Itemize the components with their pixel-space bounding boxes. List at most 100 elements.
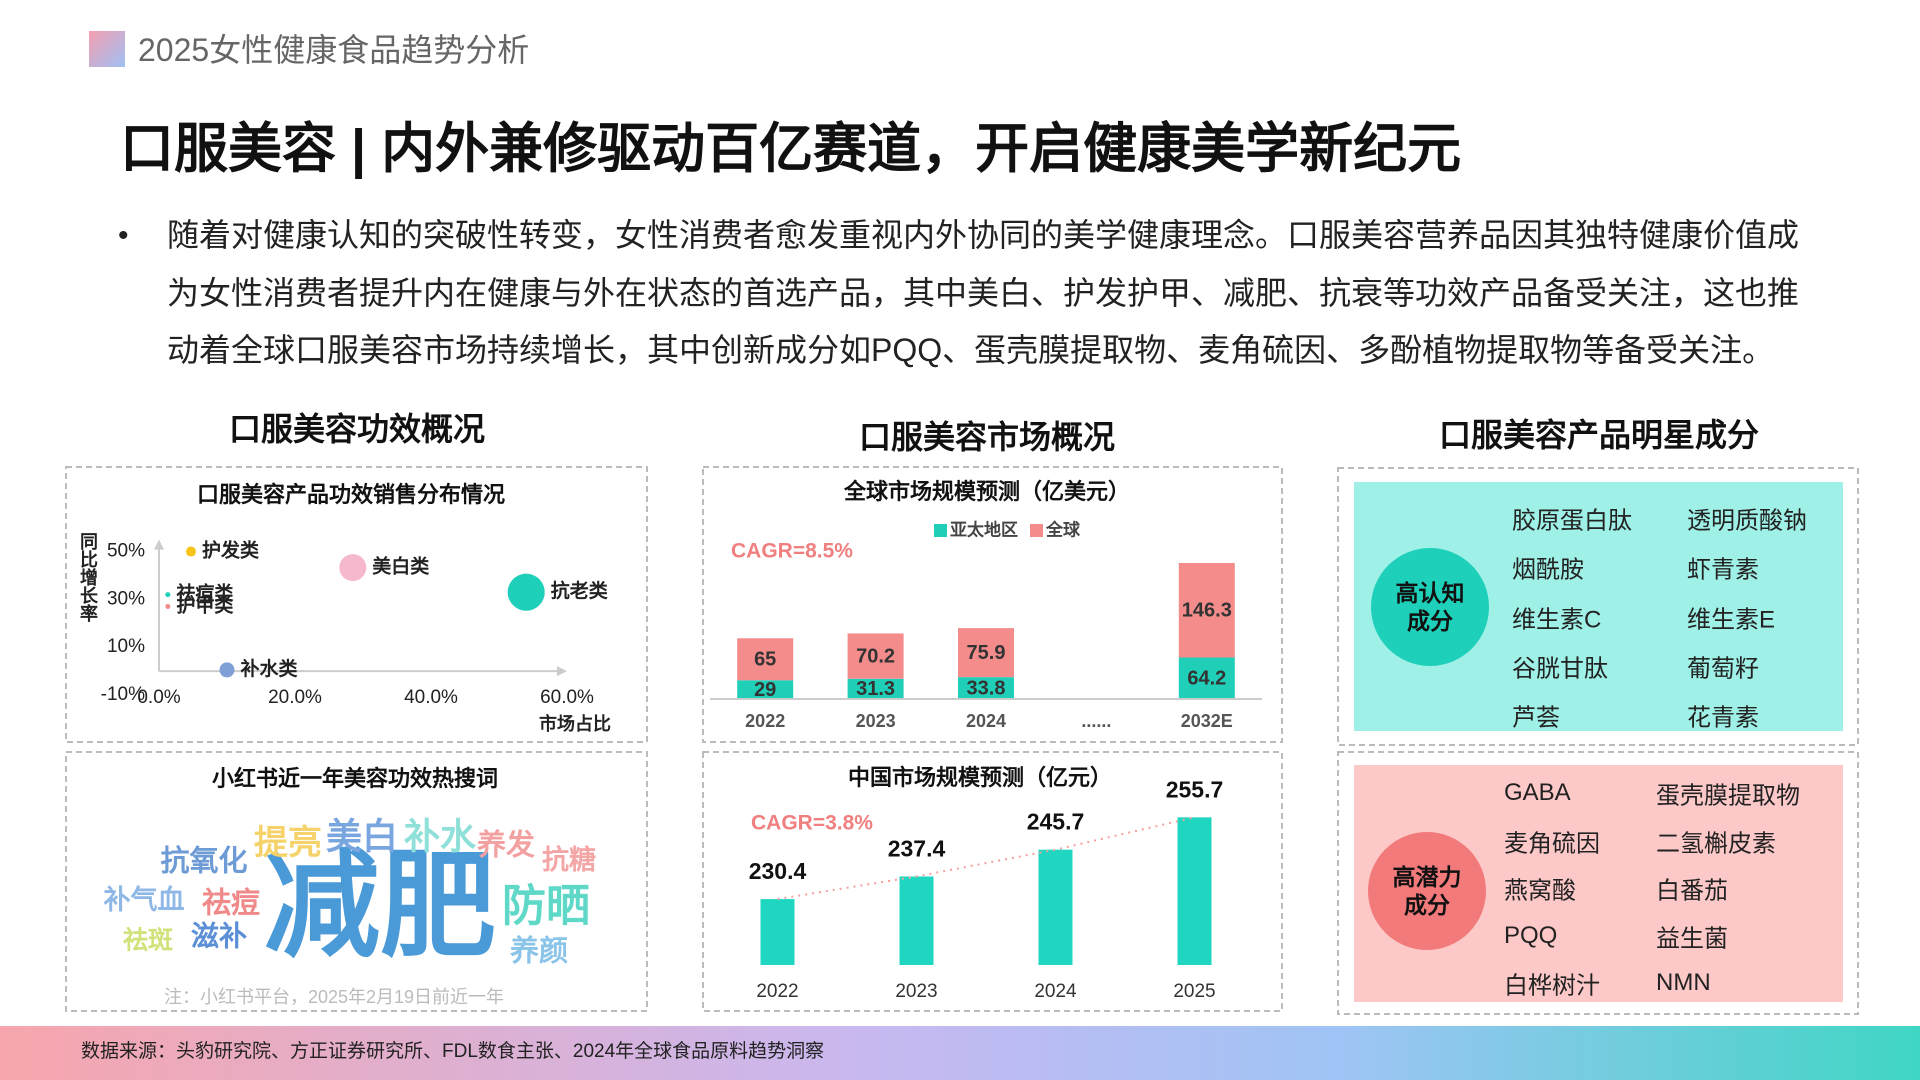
cloud-word: 补水: [404, 816, 477, 857]
cloud-word: 祛斑: [123, 926, 173, 955]
badge-label: 高潜力成分: [1392, 864, 1462, 918]
bar-segment: [1178, 563, 1235, 658]
wordcloud-title: 小红书近一年美容功效热搜词: [212, 766, 498, 791]
ingredient-item: 蛋壳膜提取物: [1656, 782, 1800, 810]
x-tick-label: 2023: [895, 981, 937, 1002]
section-title: 口服美容功效概况: [228, 411, 486, 447]
value-label: 245.7: [1027, 809, 1085, 835]
bar-segment: [737, 680, 794, 699]
x-axis-title: 市场占比: [539, 713, 611, 734]
value-label: 31.3: [856, 678, 895, 700]
bar: [1177, 817, 1212, 965]
box: [702, 466, 1283, 743]
cloud-word: 补气血: [104, 885, 185, 915]
bar: [760, 899, 795, 965]
ingredient-badge: 高认知成分: [1371, 548, 1489, 666]
x-tick-label: 2025: [1173, 981, 1215, 1002]
ingredient-item: 白桦树汁: [1504, 972, 1600, 1000]
ingredient-item: 益生菌: [1656, 925, 1728, 952]
header-title: 2025女性健康食品趋势分析: [138, 32, 530, 68]
x-tick-label: ......: [1081, 711, 1111, 731]
chart-title: 口服美容产品功效销售分布情况: [197, 482, 505, 507]
cloud-word: 养颜: [510, 934, 568, 968]
chart-title: 全球市场规模预测（亿美元）: [843, 479, 1130, 504]
bubble-label: 护甲类: [176, 594, 233, 617]
axis-arrow: [557, 666, 567, 677]
bullet-text: 随着对健康认知的突破性转变，女性消费者愈发重视内外协同的美学健康理念。口服美容营…: [167, 217, 1800, 368]
axis-arrow: [154, 539, 164, 550]
ingredient-item: PQQ: [1504, 921, 1558, 949]
ingredient-item: 维生素C: [1512, 606, 1602, 634]
y-axis-title: 同比增长率: [78, 532, 98, 623]
section-title: 口服美容产品明星成分: [1438, 417, 1760, 453]
annotation: CAGR=3.8%: [751, 812, 873, 835]
ingredient-item: 虾青素: [1687, 556, 1759, 584]
legend-swatch: [1030, 524, 1043, 537]
ingredient-item: 烟酰胺: [1512, 556, 1584, 584]
ingredient-item: 芦荟: [1512, 704, 1560, 732]
trend-line: [777, 816, 1195, 901]
cloud-word: 减肥: [264, 841, 496, 971]
legend-label: 亚太地区: [950, 519, 1018, 539]
section-title: 口服美容市场概况: [858, 419, 1116, 455]
ingredient-item: 麦角硫因: [1504, 830, 1600, 857]
value-label: 230.4: [749, 858, 807, 884]
bubble-label: 抗老类: [551, 579, 608, 602]
bar: [1038, 849, 1073, 965]
ingredient-item: NMN: [1656, 969, 1711, 996]
ingredient-badge: 高潜力成分: [1368, 832, 1486, 950]
bar-segment: [1178, 657, 1235, 699]
x-tick-label: 2022: [745, 711, 785, 731]
y-tick-label: 30%: [107, 588, 145, 609]
box: [65, 466, 648, 743]
value-label: 70.2: [856, 645, 895, 667]
x-tick-label: 0.0%: [137, 687, 180, 708]
ingredient-item: 谷胱甘肽: [1512, 655, 1608, 683]
bar-segment: [847, 633, 904, 679]
chart-title: 中国市场规模预测（亿元）: [848, 765, 1112, 790]
cloud-word: 防晒: [502, 882, 590, 931]
cloud-word: 美白: [326, 816, 398, 857]
ingredient-item: 花青素: [1687, 704, 1759, 732]
cloud-word: 提亮: [254, 824, 322, 862]
ingredient-item: 胶原蛋白肽: [1512, 507, 1632, 535]
ingredient-item: GABA: [1504, 779, 1571, 806]
wordcloud-note: 注：小红书平台，2025年2月19日前近一年: [164, 987, 504, 1007]
bubble: [219, 662, 235, 678]
bubble-label: 护发类: [202, 539, 259, 562]
value-label: 33.8: [967, 677, 1006, 699]
cloud-word: 抗糖: [542, 844, 596, 875]
bubble-label: 美白类: [372, 555, 429, 578]
x-tick-label: 2023: [856, 711, 896, 731]
slide-title: 口服美容 | 内外兼修驱动百亿赛道，开启健康美学新纪元: [120, 119, 1462, 179]
box: [1337, 751, 1859, 1015]
value-label: 146.3: [1182, 600, 1232, 622]
source-note: 数据来源：头豹研究院、方正证券研究所、FDL数食主张、2024年全球食品原料趋势…: [81, 1041, 825, 1062]
ingredient-item: 白番茄: [1656, 877, 1728, 905]
bubble: [165, 592, 171, 598]
ingredient-item: 透明质酸钠: [1687, 507, 1807, 535]
x-tick-label: 2032E: [1181, 711, 1233, 731]
bubble-label: 祛痘类: [176, 582, 233, 605]
y-tick-label: -10%: [101, 684, 145, 705]
footer-band: [0, 1026, 1920, 1080]
x-tick-label: 20.0%: [268, 687, 322, 708]
y-tick-label: 50%: [107, 541, 145, 562]
ingredient-item: 维生素E: [1687, 606, 1776, 634]
ingredient-item: 葡萄籽: [1687, 655, 1759, 683]
header-icon: [89, 31, 125, 67]
legend-label: 全球: [1045, 519, 1081, 539]
bubble: [185, 546, 196, 557]
legend-swatch: [934, 524, 947, 537]
bar-segment: [847, 678, 904, 699]
bar-segment: [958, 628, 1014, 678]
charts: 口服美容产品功效销售分布情况 -10% 10% 30% 50% 0.0% 20.0% 40.0…: [65, 466, 1859, 1015]
value-label: 29: [754, 679, 776, 701]
cloud-word: 滋补: [191, 920, 247, 951]
bubble-label: 补水类: [241, 657, 298, 680]
bar: [899, 876, 934, 965]
ingredient-panel: 高认知成分 胶原蛋白肽 透明质酸钠烟酰胺 虾青素维生素C 维生素E 谷胱甘肽 葡萄籽芦荟 花…: [1354, 482, 1843, 732]
box: [65, 751, 648, 1012]
ingredient-panel: 高潜力成分 GABA 蛋壳膜提取物 麦角硫因 二氢槲皮素 燕窝酸 白番茄 PQQ 益生菌 白桦树…: [1354, 765, 1843, 1002]
